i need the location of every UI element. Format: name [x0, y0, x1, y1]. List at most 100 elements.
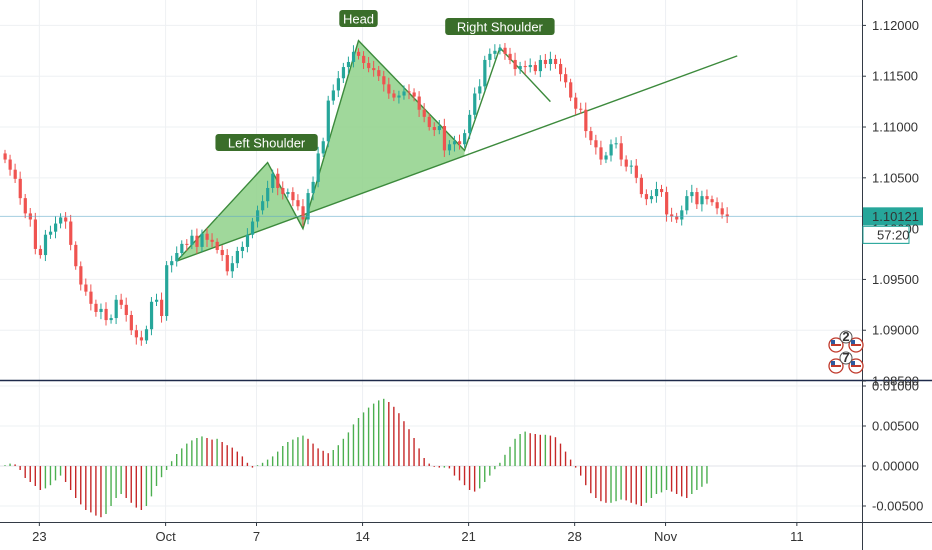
candle-body [614, 143, 618, 145]
candle-body [276, 173, 280, 188]
candle-body [220, 249, 224, 256]
price-tick-label: 1.11000 [872, 120, 918, 135]
us-flag-icon-stripe [831, 344, 841, 346]
candle-body [3, 153, 7, 160]
candle-body [695, 192, 699, 205]
candle-body [124, 304, 128, 315]
candle-body [528, 65, 532, 68]
candle-body [382, 76, 386, 85]
candle-body [437, 126, 441, 131]
candle-body [321, 141, 325, 154]
candle-body [720, 208, 724, 215]
candle-body [619, 143, 623, 160]
candle-body [33, 219, 37, 249]
candle-body [508, 53, 512, 60]
candle-body [715, 202, 719, 209]
price-tick-label: 1.09500 [872, 272, 919, 287]
candle-body [644, 194, 649, 200]
us-flag-icon-canton [851, 340, 855, 344]
us-flag-icon-canton [851, 361, 855, 365]
us-flag-icon-stripe [851, 344, 861, 346]
candle-body [84, 284, 88, 292]
candle-body [513, 59, 517, 70]
time-tick-label: 14 [355, 529, 369, 544]
candle-body [326, 100, 330, 142]
price-tick-label: 1.08500 [872, 374, 919, 389]
candle-body [458, 141, 462, 145]
left-shoulder-label-bg [215, 134, 318, 151]
candle-body [225, 255, 229, 272]
candlestick-series [0, 42, 862, 346]
candle-body [473, 93, 477, 115]
candle-body [240, 246, 245, 251]
candle-body [407, 91, 411, 93]
us-flag-icon-stripe [831, 365, 841, 367]
candle-body [589, 131, 593, 141]
candle-body [518, 66, 522, 70]
candle-body [23, 198, 27, 214]
candle-body [109, 318, 113, 321]
candle-body [180, 243, 184, 254]
head-label-bg [339, 10, 378, 27]
candle-body [129, 315, 133, 331]
last-price-badge [863, 207, 923, 226]
candle-body [286, 192, 290, 195]
candle-body [564, 74, 568, 83]
candle-body [447, 144, 452, 151]
candle-body [346, 61, 351, 68]
candle-body [725, 214, 729, 217]
candle-body [367, 63, 371, 69]
osc-tick-label: 0.00500 [872, 419, 919, 434]
candle-body [392, 93, 396, 98]
candle-body [670, 214, 674, 217]
candle-body [685, 196, 689, 211]
candle-body [442, 126, 447, 151]
event-count-badge [839, 330, 853, 344]
countdown-badge-cover [862, 225, 910, 244]
osc-tick-label: -0.00500 [872, 499, 923, 514]
osc-tick-label: 0.00000 [872, 459, 919, 474]
head-label: Head [343, 12, 374, 27]
candle-body [230, 263, 234, 272]
candle-body [155, 299, 159, 302]
candle-body [634, 165, 638, 178]
candle-body [351, 51, 356, 62]
candle-body [190, 235, 194, 245]
candle-body [538, 59, 542, 72]
candle-body [594, 140, 598, 148]
candle-body [533, 65, 537, 72]
candle-body [488, 53, 492, 60]
candle-body [705, 196, 709, 200]
candle-body [675, 216, 679, 220]
candle-body [54, 223, 58, 232]
price-tick-label: 1.10500 [872, 170, 919, 185]
gridlines [0, 0, 862, 522]
candle-body [690, 192, 694, 197]
candle-body [74, 244, 78, 267]
candle-body [412, 92, 416, 97]
candle-body [624, 159, 628, 167]
candle-body [99, 308, 103, 312]
indicator-icons[interactable]: 27 [828, 329, 864, 374]
candle-body [579, 108, 583, 110]
candle-body [266, 187, 270, 202]
candle-body [463, 133, 467, 145]
candle-body [468, 114, 472, 134]
candle-body [185, 243, 189, 245]
candle-body [543, 59, 548, 65]
us-flag-icon-canton [831, 361, 835, 365]
candle-body [483, 59, 487, 87]
price-tick-label: 1.11500 [872, 69, 918, 84]
candle-body [8, 159, 12, 170]
candle-body [43, 234, 48, 256]
candle-body [301, 206, 305, 220]
candle-body [402, 91, 406, 96]
candle-body [250, 221, 255, 235]
candle-body [331, 90, 335, 101]
left-shoulder-label: Left Shoulder [228, 136, 306, 151]
candle-body [584, 109, 588, 132]
candle-body [432, 127, 436, 131]
price-tick-label: 1.12000 [872, 18, 919, 33]
